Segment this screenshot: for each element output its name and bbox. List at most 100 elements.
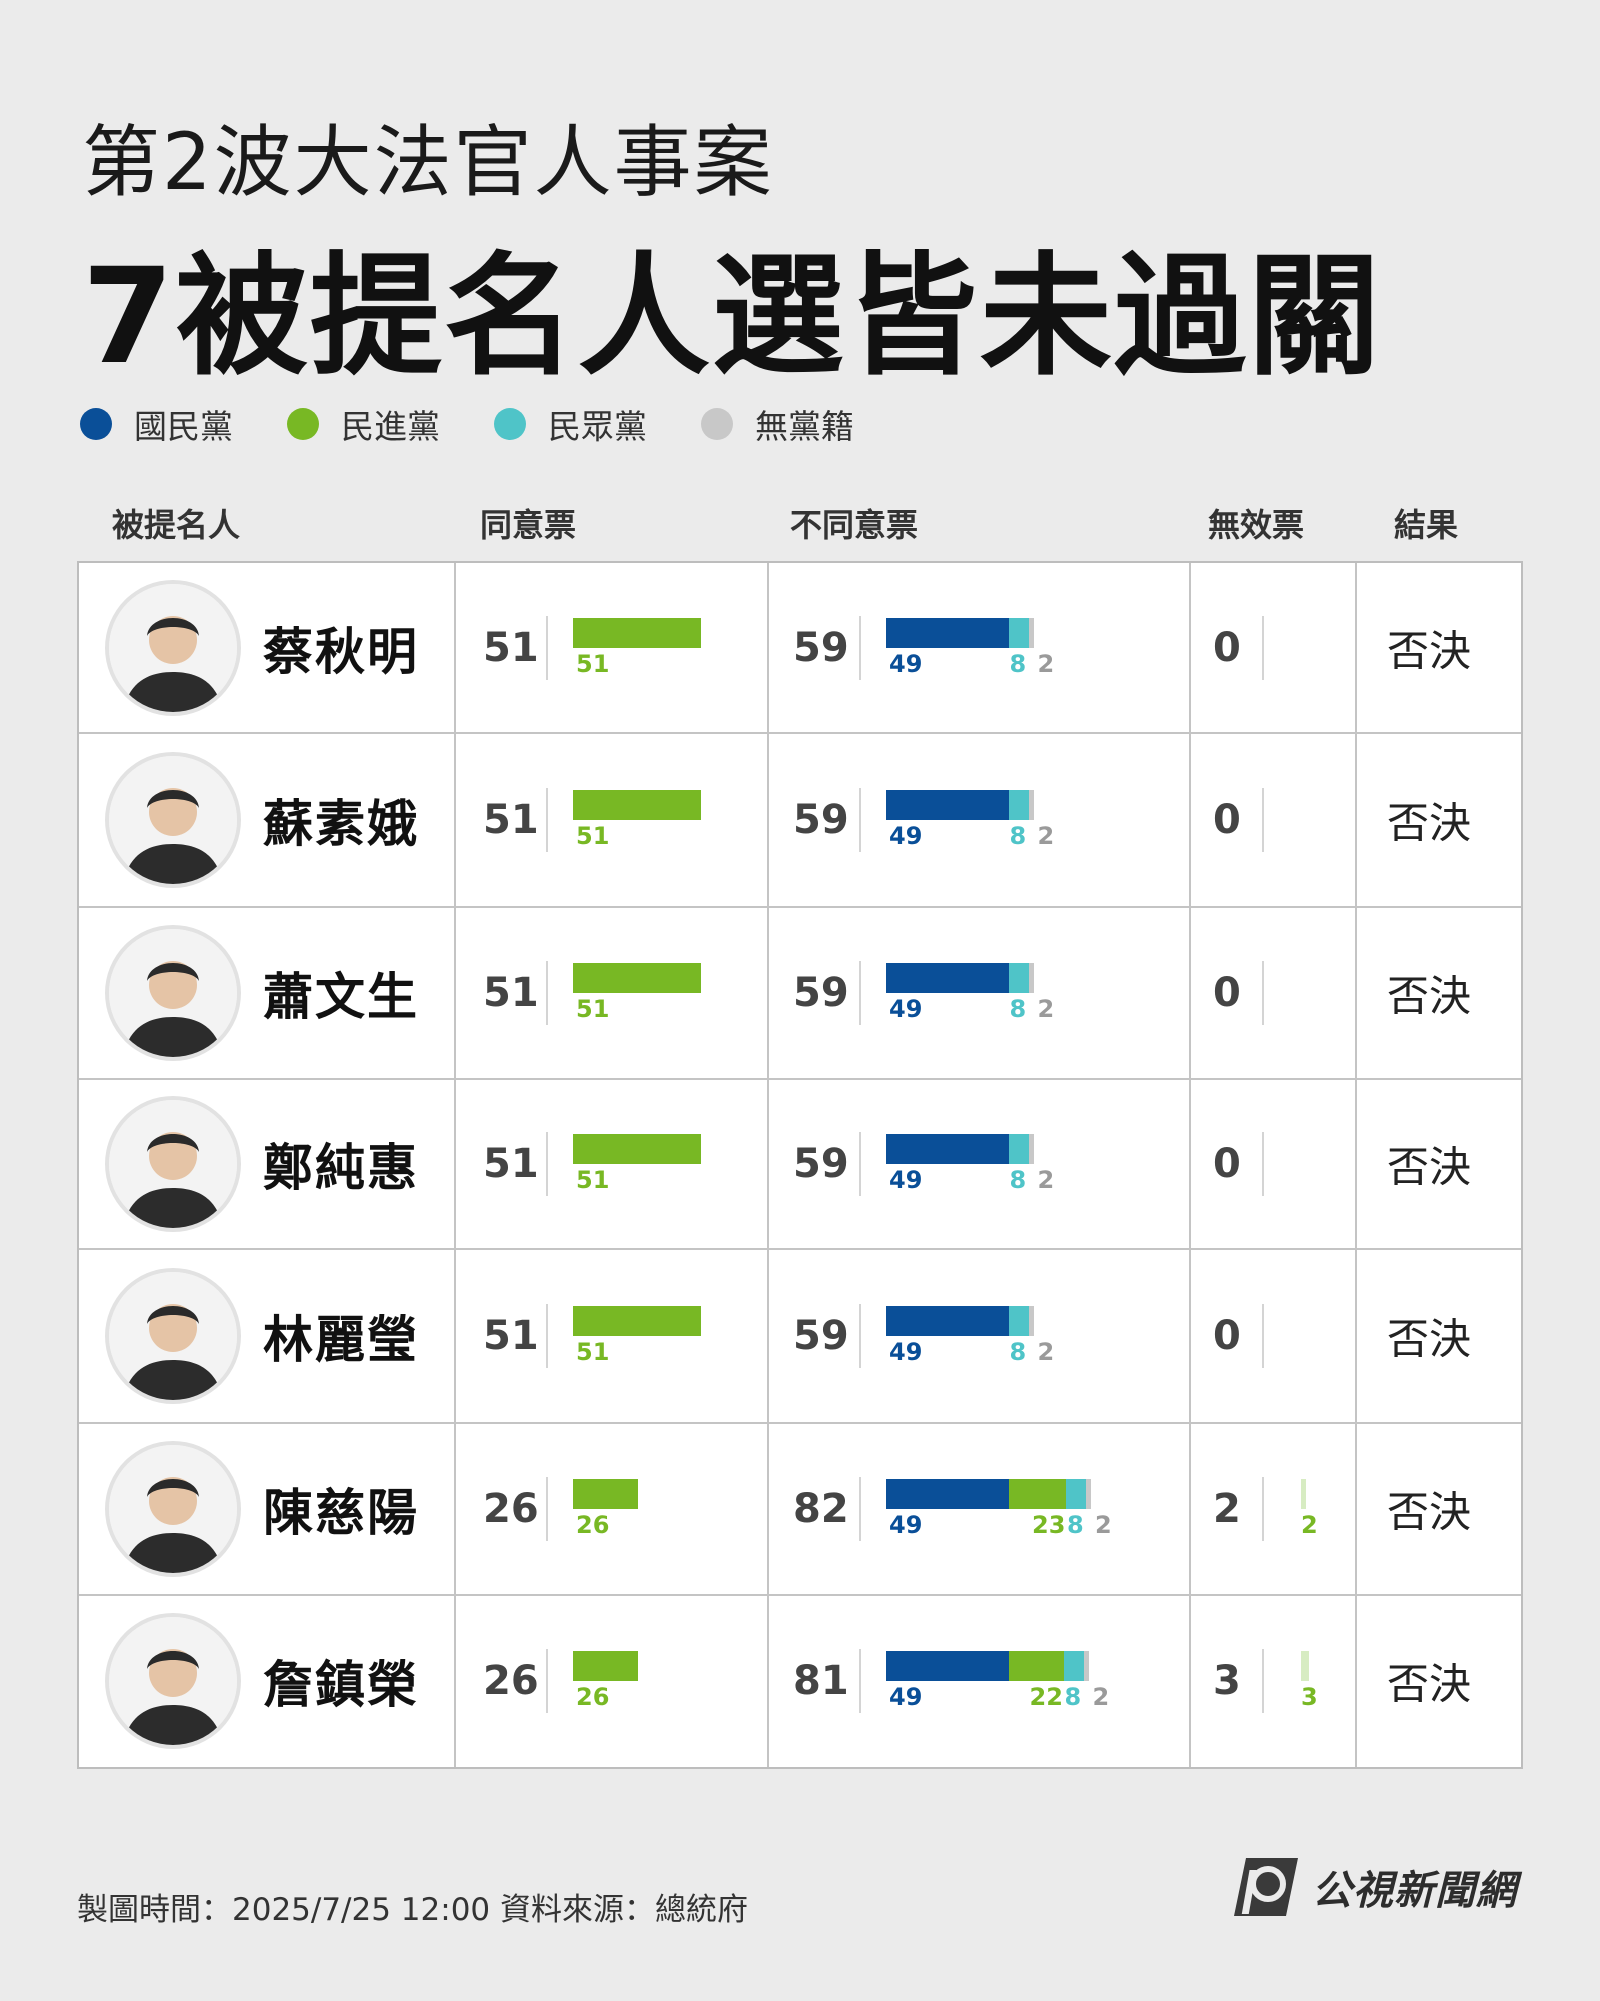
disapprove-bar-label-ind: 2: [1037, 1338, 1055, 1366]
approve-total: 51: [483, 970, 539, 1016]
approve-total: 51: [483, 1313, 539, 1359]
result-value: 否決: [1386, 1487, 1472, 1537]
disapprove-bar-label-tpp: 8: [1067, 1511, 1084, 1539]
value-divider: [1262, 1132, 1264, 1196]
row-divider: [79, 1594, 1521, 1596]
disapprove-bar-label-tpp: 8: [1009, 1338, 1027, 1366]
nominee-photo: [109, 929, 237, 1057]
value-divider: [1262, 788, 1264, 852]
approve-bar-label: 51: [576, 650, 610, 678]
disapprove-bar-tpp: [1008, 790, 1029, 820]
legend-dot-tpp: [494, 408, 526, 440]
result-value: 否決: [1386, 798, 1472, 848]
disapprove-total: 59: [793, 797, 849, 843]
legend-dot-independent: [701, 408, 733, 440]
value-divider: [546, 1304, 548, 1368]
value-divider: [546, 1649, 548, 1713]
table-row: 蔡秋明 51 51 59 49 8 2 0 否決: [79, 563, 1521, 733]
disapprove-bar-kmt: [886, 790, 1009, 820]
disapprove-bar-tpp: [1066, 1479, 1086, 1509]
result-value: 否決: [1386, 1659, 1472, 1709]
table-row: 蕭文生 51 51 59 49 8 2 0 否決: [79, 907, 1521, 1079]
value-divider: [1262, 616, 1264, 680]
disapprove-bar-ind: [1028, 790, 1034, 820]
disapprove-bar-ind: [1028, 963, 1034, 993]
disapprove-bar-tpp: [1063, 1651, 1084, 1681]
nominee-photo: [109, 584, 237, 712]
value-divider: [546, 1132, 548, 1196]
disapprove-bar-kmt: [886, 1134, 1009, 1164]
approve-bar-label: 51: [576, 1338, 610, 1366]
disapprove-bar-kmt: [886, 618, 1009, 648]
value-divider: [1262, 961, 1264, 1025]
approve-bar-dpp: [573, 1134, 701, 1164]
disapprove-bar-label-kmt: 49: [889, 1166, 923, 1194]
disapprove-bar-label-kmt: 49: [889, 1338, 923, 1366]
approve-bar-label: 51: [576, 822, 610, 850]
disapprove-bar-ind: [1086, 1479, 1091, 1509]
result-value: 否決: [1386, 1142, 1472, 1192]
approve-total: 26: [483, 1486, 539, 1532]
page-title: 7被提名人選皆未過關: [82, 240, 1382, 394]
approve-total: 51: [483, 625, 539, 671]
pts-news-logo: 公視新聞網: [1232, 1856, 1517, 1918]
approve-bar-dpp: [573, 1651, 638, 1681]
nominee-photo: [109, 1617, 237, 1745]
disapprove-bar-label-ind: 2: [1095, 1511, 1112, 1539]
disapprove-bar-kmt: [886, 1651, 1009, 1681]
legend-label-kmt: 國民黨: [134, 407, 233, 446]
legend-item-kmt: 國民黨: [80, 400, 233, 448]
disapprove-bar-tpp: [1008, 963, 1029, 993]
approve-bar-dpp: [573, 1306, 701, 1336]
value-divider: [859, 961, 861, 1025]
column-header-disapprove: 不同意票: [790, 506, 919, 544]
disapprove-bar-label-tpp: 8: [1064, 1683, 1082, 1711]
approve-bar-dpp: [573, 790, 701, 820]
nominee-photo: [109, 756, 237, 884]
pts-logo-icon: [1234, 1858, 1298, 1916]
disapprove-bar-tpp: [1008, 1306, 1029, 1336]
disapprove-bar-dpp: [1008, 1651, 1064, 1681]
table-row: 詹鎮榮 26 26 81 49 22 8 2 3 3 否決: [79, 1595, 1521, 1767]
disapprove-bar-ind: [1028, 618, 1034, 648]
disapprove-bar-kmt: [886, 1306, 1009, 1336]
legend: 國民黨 民進黨 民眾黨 無黨籍: [80, 400, 908, 448]
row-divider: [79, 906, 1521, 908]
nominee-name: 詹鎮榮: [263, 1656, 419, 1714]
column-divider: [454, 563, 456, 1767]
legend-label-dpp: 民進黨: [341, 407, 440, 446]
table-row: 鄭純惠 51 51 59 49 8 2 0 否決: [79, 1079, 1521, 1249]
disapprove-bar-tpp: [1008, 1134, 1029, 1164]
legend-item-tpp: 民眾黨: [494, 400, 647, 448]
approve-bar-label: 26: [576, 1683, 610, 1711]
disapprove-total: 59: [793, 1141, 849, 1187]
row-divider: [79, 1078, 1521, 1080]
result-value: 否決: [1386, 971, 1472, 1021]
invalid-total: 0: [1213, 970, 1241, 1016]
approve-total: 51: [483, 797, 539, 843]
column-header-approve: 同意票: [480, 506, 577, 544]
nominee-photo: [109, 1272, 237, 1400]
column-divider: [767, 563, 769, 1767]
row-divider: [79, 1422, 1521, 1424]
legend-dot-kmt: [80, 408, 112, 440]
result-value: 否決: [1386, 1314, 1472, 1364]
disapprove-bar-label-kmt: 49: [889, 995, 923, 1023]
disapprove-bar-label-ind: 2: [1037, 822, 1055, 850]
column-header-invalid: 無效票: [1208, 506, 1305, 544]
table-row: 林麗瑩 51 51 59 49 8 2 0 否決: [79, 1249, 1521, 1423]
disapprove-bar-kmt: [886, 963, 1009, 993]
disapprove-bar-label-dpp: 23: [1032, 1511, 1066, 1539]
disapprove-bar-label-ind: 2: [1037, 1166, 1055, 1194]
nominee-photo: [109, 1445, 237, 1573]
invalid-bar: [1301, 1479, 1306, 1509]
invalid-bar-label: 2: [1301, 1511, 1318, 1539]
disapprove-bar-kmt: [886, 1479, 1009, 1509]
value-divider: [859, 788, 861, 852]
approve-total: 26: [483, 1658, 539, 1704]
nominee-name: 陳慈陽: [263, 1484, 419, 1542]
legend-dot-dpp: [287, 408, 319, 440]
value-divider: [1262, 1649, 1264, 1713]
result-value: 否決: [1386, 626, 1472, 676]
disapprove-total: 59: [793, 1313, 849, 1359]
